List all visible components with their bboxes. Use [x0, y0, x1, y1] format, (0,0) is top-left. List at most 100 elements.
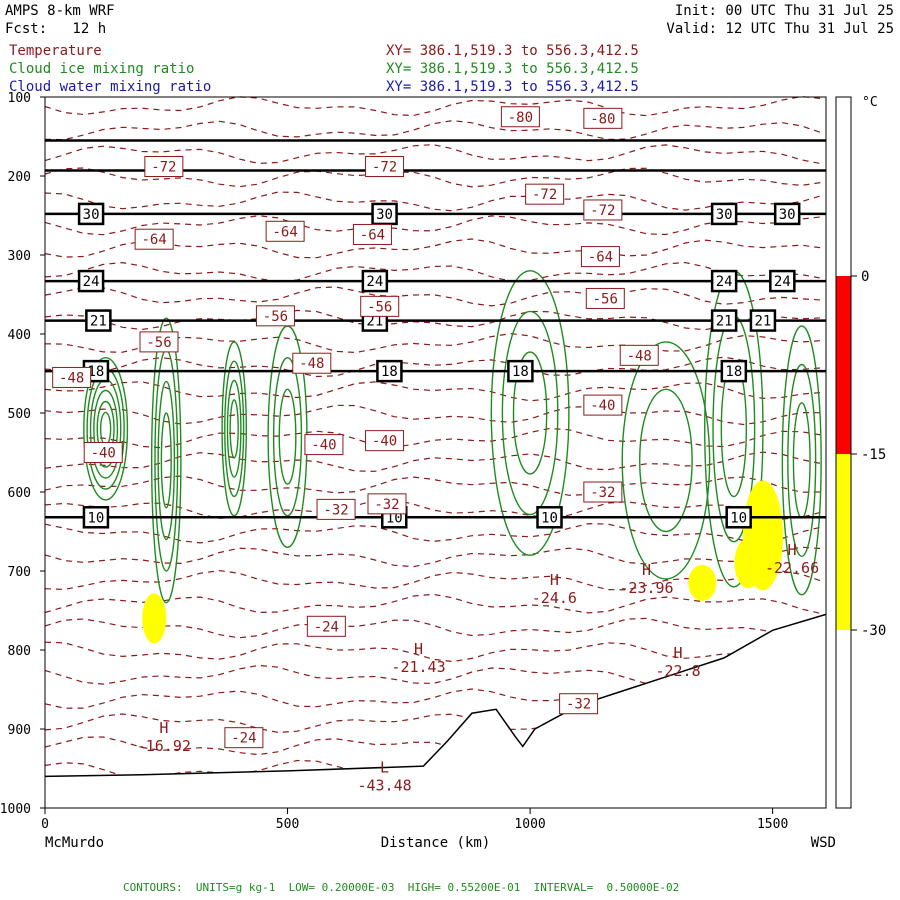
- temperature-label-box: [525, 183, 565, 205]
- cloud-ice-contour: [787, 363, 817, 558]
- temperature-label: -72: [151, 160, 176, 176]
- level-label: 24: [774, 274, 791, 290]
- y-tick-label: 600: [8, 486, 31, 501]
- y-tick-label: 400: [8, 328, 31, 343]
- temperature-contour-line: [44, 286, 822, 307]
- extremum-marker: H: [674, 644, 683, 662]
- temperature-contour-line: [44, 736, 822, 757]
- level-label: 24: [366, 274, 383, 290]
- x-tick-label: 500: [276, 817, 299, 832]
- temperature-label: -32: [374, 497, 399, 513]
- cloud-ice-contour: [501, 310, 559, 516]
- terrain-line: [44, 613, 827, 778]
- level-label: 18: [725, 364, 742, 380]
- x-tick-label: 1500: [757, 817, 788, 832]
- model-title: AMPS 8-km WRF: [5, 3, 115, 19]
- level-label-box: [77, 202, 105, 226]
- level-label-box: [536, 506, 563, 529]
- shading-patch: [142, 593, 167, 644]
- level-label: 18: [512, 364, 529, 380]
- level-label: 10: [541, 510, 558, 526]
- cloud-ice-contour: [93, 389, 119, 468]
- temperature-label-box: [365, 156, 405, 178]
- level-label: 24: [83, 274, 100, 290]
- temperature-label: -40: [372, 434, 397, 450]
- temperature-label-box: [500, 106, 540, 128]
- level-label-box: [376, 359, 403, 383]
- temperature-label-box: [52, 366, 92, 388]
- level-label-box: [82, 506, 110, 529]
- level-label: 10: [88, 510, 105, 526]
- extremum-value: -22.66: [765, 559, 819, 577]
- cloud-ice-contour: [157, 380, 176, 541]
- field-cloud-ice-xy: XY= 386.1,519.3 to 556.3,412.5: [386, 61, 639, 77]
- level-label-box: [361, 269, 389, 293]
- y-tick-label: 200: [8, 170, 31, 185]
- shading-patch: [688, 564, 717, 601]
- field-cloud-water-xy: XY= 386.1,519.3 to 556.3,412.5: [386, 79, 639, 95]
- colorbar-tick-label: -15: [861, 447, 886, 463]
- level-label-box: [769, 269, 796, 293]
- temperature-label: -56: [146, 335, 171, 351]
- temperature-label: -48: [299, 356, 324, 372]
- temperature-label: -24: [314, 619, 339, 635]
- extremum-marker: L: [380, 758, 389, 776]
- level-label: 30: [376, 207, 393, 223]
- cloud-ice-contour: [512, 351, 548, 475]
- temperature-label: -72: [372, 160, 397, 176]
- y-tick-label: 700: [8, 565, 31, 580]
- temperature-label: -56: [263, 309, 288, 325]
- extremum-marker: H: [550, 571, 559, 589]
- extremum-value: -23.96: [619, 579, 673, 597]
- level-label-box: [77, 269, 105, 293]
- extremum-marker: H: [414, 640, 423, 658]
- temperature-label-box: [583, 394, 623, 416]
- level-label-box: [710, 309, 738, 332]
- y-tick-label: 500: [8, 407, 31, 422]
- temperature-label: -32: [590, 485, 615, 501]
- cloud-ice-contour: [226, 379, 242, 478]
- temperature-label-box: [255, 305, 295, 327]
- x-tick-label: 1000: [514, 817, 545, 832]
- temperature-label-box: [585, 287, 625, 309]
- extremum-value: -24.6: [532, 589, 577, 607]
- cloud-ice-contour: [490, 270, 570, 556]
- colorbar-outline: [835, 96, 852, 809]
- temperature-label-box: [292, 352, 332, 374]
- y-tick-label: 300: [8, 249, 31, 264]
- contours-footer: CONTOURS: UNITS=g kg-1 LOW= 0.20000E-03 …: [123, 881, 680, 894]
- temperature-label: -48: [59, 370, 84, 386]
- extremum-value: -43.48: [357, 776, 411, 794]
- level-label: 18: [381, 364, 398, 380]
- extremum-value: -21.43: [391, 658, 445, 676]
- temperature-label-box: [304, 434, 344, 456]
- extremum-value: -22.8: [655, 662, 700, 680]
- temperature-label: -32: [566, 697, 591, 713]
- level-label: 21: [366, 314, 383, 330]
- level-label: 21: [755, 314, 772, 330]
- level-label-box: [710, 202, 738, 226]
- cloud-ice-contour: [83, 356, 129, 501]
- temperature-label: -40: [91, 446, 116, 462]
- level-label: 30: [779, 207, 796, 223]
- temperature-contour-line: [44, 261, 822, 283]
- temperature-label: -24: [231, 731, 256, 747]
- level-label-box: [507, 359, 534, 383]
- temperature-label: -80: [590, 111, 615, 127]
- cloud-ice-contour: [272, 357, 303, 517]
- cloud-ice-contour: [221, 341, 247, 517]
- temperature-label: -32: [323, 502, 348, 518]
- temperature-label: -64: [272, 224, 297, 240]
- level-label-box: [85, 309, 112, 332]
- cloud-ice-contour: [150, 317, 182, 604]
- temperature-label: -48: [627, 348, 652, 364]
- colorbar-tick-label: 0: [861, 269, 869, 285]
- level-label-box: [720, 359, 748, 383]
- cloud-ice-contour: [639, 388, 693, 533]
- shading-patch: [734, 538, 763, 589]
- temperature-label-box: [265, 220, 305, 242]
- temperature-label: -40: [590, 398, 615, 414]
- temperature-label-box: [583, 481, 623, 503]
- temperature-label-box: [583, 199, 623, 221]
